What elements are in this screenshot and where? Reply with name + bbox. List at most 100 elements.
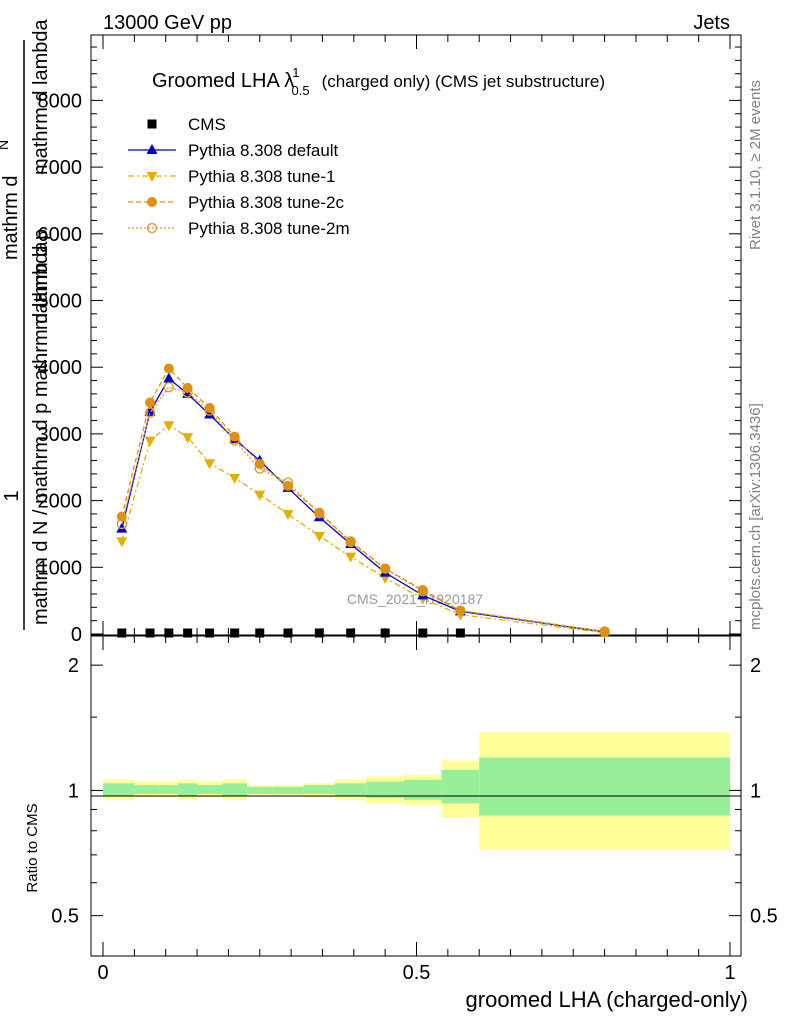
data-point — [182, 382, 193, 393]
y-tick-label: 1000 — [38, 557, 83, 579]
data-point — [345, 536, 356, 547]
data-point — [164, 628, 174, 638]
y-tick-label: 0 — [71, 624, 82, 646]
data-point — [380, 628, 390, 638]
ratio-y-tick-label-right: 0.5 — [750, 906, 778, 928]
x-tick-label: 0.5 — [403, 962, 431, 984]
ratio-band-inner — [334, 783, 367, 796]
title-subscript: 0.5 — [292, 83, 310, 98]
data-point — [117, 628, 127, 638]
y-tick-label: 5000 — [38, 291, 83, 313]
legend-marker — [146, 222, 158, 234]
ratio-y-tick-label: 2 — [68, 655, 79, 677]
ratio-band-inner — [134, 785, 160, 795]
data-point — [229, 473, 241, 484]
ratio-band-inner — [103, 783, 135, 796]
ratio-band-inner — [222, 783, 248, 796]
legend-entry: Pythia 8.308 tune-2m — [128, 219, 350, 238]
ratio-y-tick-label: 0.5 — [51, 906, 79, 928]
data-point — [204, 402, 215, 413]
data-point — [163, 382, 175, 393]
data-point — [455, 628, 465, 638]
legend-entry: Pythia 8.308 tune-1 — [128, 167, 335, 186]
legend-entry: Pythia 8.308 tune-2c — [128, 193, 344, 212]
data-point — [346, 628, 356, 638]
series-tune2c — [116, 363, 610, 637]
ylabel-numerator-3: mathrm d p — [30, 229, 52, 330]
data-point — [283, 628, 293, 638]
data-point — [204, 408, 216, 419]
ratio-ticks: 0.5 0.5 1 1 2 2 — [51, 655, 778, 928]
ratio-y-tick-label-right: 1 — [750, 780, 761, 802]
data-point — [163, 421, 175, 432]
main-ylabel: 1 mathrm d N mathrm d p mathrm d lambda … — [0, 19, 52, 630]
data-point — [230, 628, 240, 638]
data-point — [205, 628, 215, 638]
series-line — [121, 386, 605, 633]
ylabel-one: 1 — [1, 490, 23, 501]
plot-title: Groomed LHA λ1 0.5 (charged only) (CMS jet… — [152, 65, 605, 98]
ratio-band-inner — [178, 783, 198, 796]
ylabel-numerator-2: N — [0, 140, 11, 150]
ratio-band-inner — [479, 757, 730, 816]
data-point — [455, 605, 466, 616]
legend-label: CMS — [188, 115, 226, 134]
data-point — [599, 626, 610, 637]
legend-marker — [146, 144, 158, 154]
series-layer — [116, 363, 611, 639]
ratio-band-inner — [303, 785, 335, 795]
ratio-band-inner — [366, 781, 404, 798]
legend-label: Pythia 8.308 tune-2c — [188, 193, 344, 212]
data-point — [183, 628, 193, 638]
data-point — [116, 522, 128, 533]
x-tick-label: 0 — [97, 962, 108, 984]
data-point — [229, 431, 240, 442]
ratio-band-inner — [403, 779, 442, 800]
analysis-watermark: CMS_2021_I1920187 — [347, 591, 483, 607]
mcplots-label: mcplots.cern.ch [arXiv:1306.3436] — [747, 403, 764, 630]
data-point — [204, 459, 216, 470]
legend-label: Pythia 8.308 tune-2m — [188, 219, 350, 238]
data-point — [345, 552, 357, 563]
data-point — [254, 490, 266, 501]
rivet-label: Rivet 3.1.10, ≥ 2M events — [747, 80, 764, 250]
data-point — [145, 628, 155, 638]
header-category: Jets — [693, 12, 730, 34]
ratio-band-inner — [272, 786, 304, 795]
ratio-band-inner — [197, 785, 223, 795]
data-point — [255, 628, 265, 638]
legend-marker — [146, 172, 158, 182]
ratio-y-tick-label-right: 2 — [750, 655, 761, 677]
legend-label: Pythia 8.308 tune-1 — [188, 167, 335, 186]
ratio-ylabel: Ratio to CMS — [24, 803, 41, 892]
main-ticks: 0 1000 2000 3000 4000 5000 6000 7000 8000 — [38, 46, 741, 646]
x-axis-label: groomed LHA (charged-only) — [466, 987, 748, 1012]
data-point — [314, 507, 325, 518]
y-tick-label: 6000 — [38, 224, 83, 246]
series-square — [117, 628, 465, 638]
series-line — [121, 424, 605, 634]
data-point — [163, 363, 174, 374]
header-process: 13000 GeV pp — [103, 12, 232, 34]
legend-label: Pythia 8.308 default — [188, 141, 339, 160]
legend: CMS Pythia 8.308 default Pythia 8.308 tune… — [128, 115, 350, 238]
data-point — [380, 563, 391, 574]
data-point — [163, 372, 175, 383]
ratio-band-inner — [441, 769, 480, 804]
ratio-bands — [103, 732, 730, 850]
data-point — [182, 433, 194, 444]
data-point — [313, 531, 325, 542]
y-tick-label: 3000 — [38, 424, 83, 446]
y-tick-label: 8000 — [38, 90, 83, 112]
legend-marker — [147, 197, 157, 207]
data-point — [282, 480, 293, 491]
ratio-y-tick-label: 1 — [68, 780, 79, 802]
ratio-band-inner — [159, 785, 179, 795]
data-point — [417, 584, 428, 595]
x-tick-label: 1 — [724, 962, 735, 984]
title-main: Groomed LHA λ — [152, 70, 294, 92]
data-point — [116, 511, 127, 522]
ylabel-numerator-4: mathrm d lambda — [30, 19, 52, 175]
data-point — [282, 509, 294, 520]
legend-entry: Pythia 8.308 default — [128, 141, 339, 160]
